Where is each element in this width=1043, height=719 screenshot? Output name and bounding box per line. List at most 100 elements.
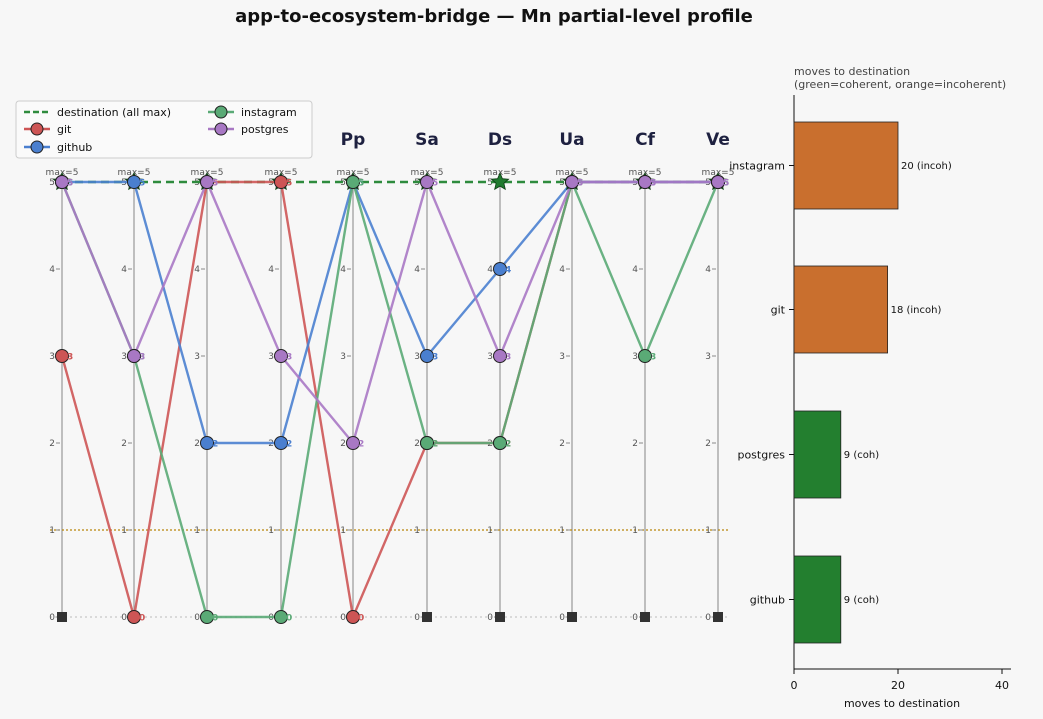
data-point-postgres — [274, 349, 288, 363]
y-tick-label: 1 — [414, 526, 420, 536]
data-label-git: 0 — [139, 614, 145, 624]
data-label-github: 2 — [286, 440, 292, 450]
data-label-github: 4 — [505, 266, 511, 276]
y-tick-label: 5 — [487, 178, 493, 188]
y-tick-label: 1 — [49, 526, 55, 536]
axis-name-Ds: Ds — [488, 130, 512, 150]
y-tick-label: 1 — [705, 526, 711, 536]
bar-x-tick-label: 20 — [891, 679, 905, 692]
axis-name-Pp: Pp — [341, 130, 366, 150]
y-tick-label: 3 — [487, 352, 493, 362]
y-tick-label: 1 — [340, 526, 346, 536]
y-tick-label: 0 — [121, 613, 127, 623]
y-tick-label: 0 — [487, 613, 493, 623]
series-line-git — [60, 180, 718, 622]
data-point-postgres — [200, 175, 214, 189]
data-point-github — [127, 175, 141, 189]
bar-postgres — [793, 410, 842, 499]
y-tick-label: 4 — [705, 265, 711, 275]
legend-label-github: github — [57, 141, 92, 154]
bar-value-label: 9 (coh) — [844, 595, 879, 606]
legend-label-git: git — [57, 123, 72, 136]
y-tick-label: 0 — [705, 613, 711, 623]
y-tick-label: 3 — [559, 352, 565, 362]
data-point-git — [55, 349, 69, 363]
data-label-git: 5 — [650, 179, 656, 189]
y-tick-label: 3 — [632, 352, 638, 362]
data-label-instagram: 5 — [723, 179, 729, 189]
data-point-postgres — [346, 436, 360, 450]
y-tick-label: 3 — [705, 352, 711, 362]
y-tick-label: 4 — [121, 265, 127, 275]
y-tick-label: 3 — [414, 352, 420, 362]
data-label-git: 0 — [358, 614, 364, 624]
y-tick-label: 4 — [414, 265, 420, 275]
data-label-postgres: 5 — [67, 179, 73, 189]
data-label-instagram: 2 — [505, 440, 511, 450]
data-label-github: 5 — [67, 179, 73, 189]
data-label-instagram: 3 — [139, 353, 145, 363]
bar-category-label: github — [750, 594, 785, 607]
y-tick-label: 2 — [414, 439, 420, 449]
y-tick-label: 0 — [632, 613, 638, 623]
legend-marker-github — [30, 140, 44, 154]
data-point-github — [493, 262, 507, 276]
bar-github — [793, 555, 842, 644]
data-label-git: 5 — [723, 179, 729, 189]
y-tick-label: 2 — [49, 439, 55, 449]
bar-value-label: 9 (coh) — [844, 450, 879, 461]
data-label-github: 5 — [139, 179, 145, 189]
y-tick-label: 2 — [705, 439, 711, 449]
data-label-github: 2 — [212, 440, 218, 450]
data-point-github — [420, 349, 434, 363]
data-label-instagram: 5 — [67, 179, 73, 189]
data-label-github: 3 — [432, 353, 438, 363]
data-label-git: 3 — [67, 353, 73, 363]
y-tick-label: 1 — [268, 526, 274, 536]
data-label-git: 5 — [577, 179, 583, 189]
bar-chart-subtitle: (green=coherent, orange=incoherent) — [794, 78, 1006, 91]
data-label-github: 5 — [650, 179, 656, 189]
axis-origin-marker — [567, 612, 577, 622]
y-tick-label: 3 — [49, 352, 55, 362]
data-label-git: 5 — [212, 179, 218, 189]
data-point-postgres — [420, 175, 434, 189]
y-tick-label: 2 — [340, 439, 346, 449]
data-point-instagram — [493, 436, 507, 450]
y-tick-label: 1 — [194, 526, 200, 536]
data-label-postgres: 5 — [723, 179, 729, 189]
legend-marker-git — [30, 122, 44, 136]
y-tick-label: 5 — [340, 178, 346, 188]
y-tick-label: 4 — [487, 265, 493, 275]
data-label-github: 5 — [577, 179, 583, 189]
bar-x-tick-label: 0 — [791, 679, 798, 692]
data-point-instagram — [638, 349, 652, 363]
data-label-github: 5 — [358, 179, 364, 189]
series-line-instagram — [60, 178, 720, 619]
y-tick-label: 1 — [559, 526, 565, 536]
legend-label-postgres: postgres — [241, 123, 289, 136]
y-tick-label: 0 — [340, 613, 346, 623]
axis-origin-marker — [422, 612, 432, 622]
data-point-postgres — [127, 349, 141, 363]
y-tick-label: 4 — [559, 265, 565, 275]
y-tick-label: 0 — [414, 613, 420, 623]
chart-title: app-to-ecosystem-bridge — Mn partial-lev… — [235, 6, 753, 27]
data-point-postgres — [55, 175, 69, 189]
data-label-instagram: 5 — [358, 179, 364, 189]
data-point-postgres — [493, 349, 507, 363]
y-tick-label: 2 — [121, 439, 127, 449]
data-point-instagram — [200, 610, 214, 624]
data-label-postgres: 3 — [286, 353, 292, 363]
y-tick-label: 0 — [49, 613, 55, 623]
data-label-git: 5 — [286, 179, 292, 189]
data-point-git — [127, 610, 141, 624]
data-label-instagram: 2 — [432, 440, 438, 450]
axis-name-Ve: Ve — [706, 130, 730, 150]
axis-origin-marker — [640, 612, 650, 622]
y-tick-label: 4 — [632, 265, 638, 275]
data-point-git — [274, 175, 288, 189]
data-point-postgres — [711, 175, 725, 189]
legend-label-instagram: instagram — [241, 106, 297, 119]
